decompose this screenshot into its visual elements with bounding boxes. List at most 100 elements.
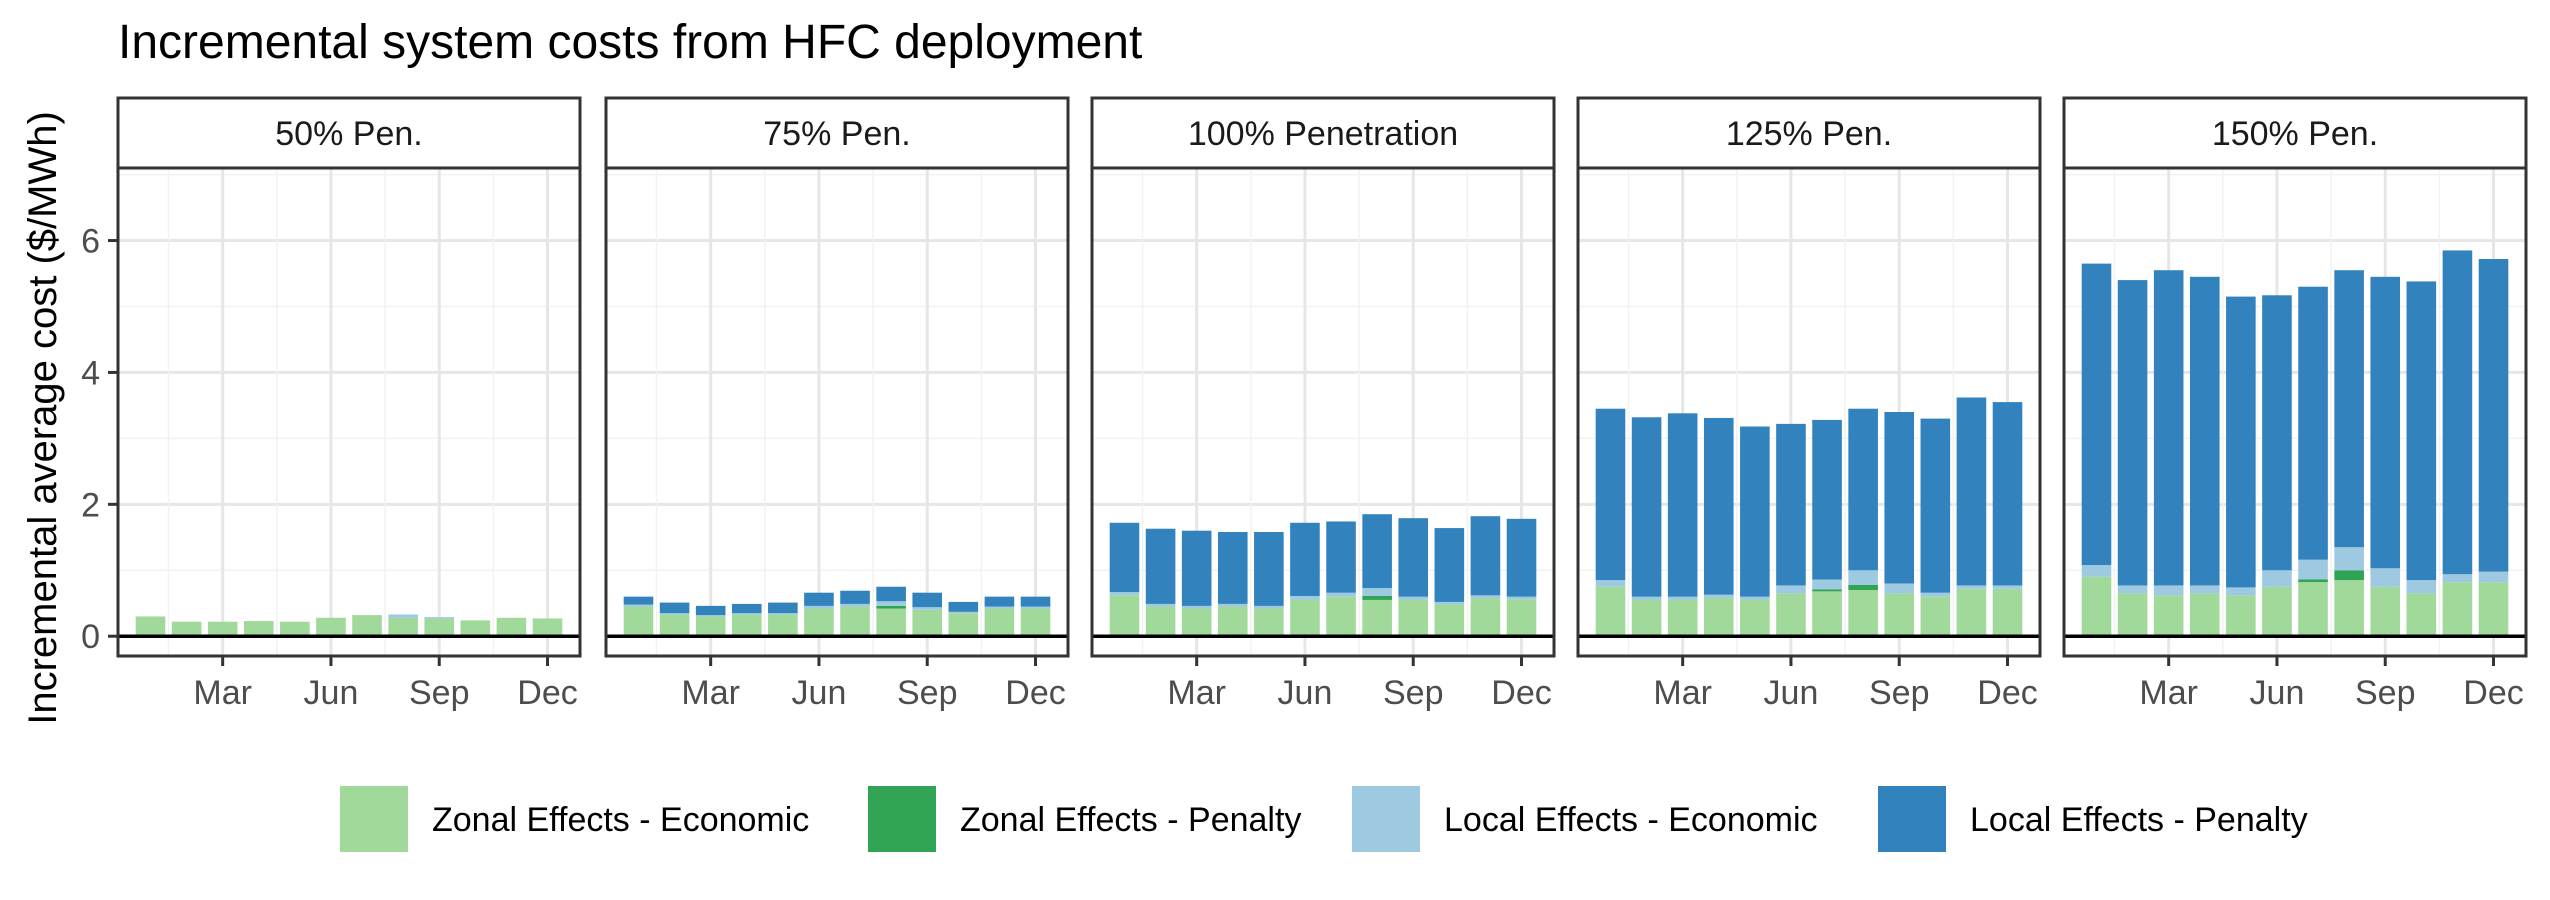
bar-segment-zonal-penalty bbox=[1812, 589, 1842, 592]
bar-segment-zonal-economic bbox=[1812, 591, 1842, 637]
bar-segment-local-penalty bbox=[2262, 295, 2292, 571]
x-tick-label: Sep bbox=[2355, 674, 2416, 712]
bar-segment-local-economic bbox=[1667, 596, 1698, 600]
bar-segment-zonal-economic bbox=[243, 621, 274, 637]
bar-segment-local-penalty bbox=[1470, 516, 1501, 596]
facet-strip bbox=[116, 96, 582, 170]
legend-label-local-economic: Local Effects - Economic bbox=[1444, 801, 1818, 839]
bar-segment-local-penalty bbox=[2370, 276, 2401, 569]
bar-segment-zonal-penalty bbox=[2298, 579, 2328, 583]
bar-segment-zonal-economic bbox=[876, 608, 906, 637]
bar-segment-zonal-economic bbox=[1884, 593, 1915, 637]
bar-segment-local-penalty bbox=[2153, 270, 2184, 586]
bar-segment-local-penalty bbox=[1776, 423, 1806, 586]
bar-segment-local-economic bbox=[2370, 568, 2401, 587]
bar-segment-zonal-economic bbox=[948, 613, 979, 637]
panel-border bbox=[1090, 166, 1556, 658]
bar-segment-local-penalty bbox=[1109, 522, 1140, 593]
bar-segment-local-penalty bbox=[984, 596, 1015, 607]
bar-segment-zonal-economic bbox=[2478, 582, 2509, 637]
bar-segment-zonal-economic bbox=[1848, 590, 1878, 637]
bar-segment-local-penalty bbox=[1362, 514, 1392, 589]
bar-segment-local-economic bbox=[804, 605, 834, 609]
bar-segment-zonal-economic bbox=[768, 614, 798, 637]
bar-segment-local-economic bbox=[948, 611, 979, 614]
x-tick-label: Jun bbox=[2250, 674, 2305, 712]
bar-segment-local-economic bbox=[2189, 585, 2220, 594]
facet-panel-5: 150% Pen. Mar Jun Sep Dec bbox=[2062, 96, 2528, 712]
facet-strip-label: 75% Pen. bbox=[763, 115, 910, 153]
bar-segment-zonal-economic bbox=[2406, 593, 2437, 637]
bar-segment-zonal-economic bbox=[1470, 597, 1501, 637]
panel-border bbox=[604, 166, 1070, 658]
facet-strip bbox=[2062, 96, 2528, 170]
bar-segment-local-economic bbox=[1217, 603, 1248, 607]
bar-segment-zonal-economic bbox=[731, 614, 762, 637]
bar-segment-local-penalty bbox=[1740, 426, 1770, 597]
bar-segment-local-economic bbox=[1254, 605, 1284, 609]
bar-segment-local-economic bbox=[1290, 595, 1320, 600]
x-tick-label: Mar bbox=[2139, 674, 2198, 712]
bar-segment-zonal-economic bbox=[695, 616, 726, 637]
bar-segment-zonal-economic bbox=[2153, 595, 2184, 637]
bar-segment-local-economic bbox=[1181, 605, 1212, 609]
bar-segment-local-penalty bbox=[1956, 397, 1987, 586]
chart-title: Incremental system costs from HFC deploy… bbox=[118, 16, 1142, 69]
facet-panel-2: 75% Pen. Mar Jun Sep Dec bbox=[604, 96, 1070, 712]
bar-segment-local-penalty bbox=[1506, 518, 1537, 597]
facet-strip bbox=[1090, 96, 1556, 170]
y-axis-label: Incremental average cost ($/MWh) bbox=[21, 111, 65, 725]
bar-segment-zonal-economic bbox=[280, 621, 310, 637]
x-tick-label: Sep bbox=[1383, 674, 1444, 712]
bar-segment-local-economic bbox=[984, 606, 1015, 609]
bar-segment-local-economic bbox=[1992, 585, 2023, 589]
facet-panel-3: 100% Penetration Mar Jun Sep Dec bbox=[1090, 96, 1556, 712]
bar-segment-zonal-economic bbox=[388, 617, 418, 637]
x-tick-label: Mar bbox=[1167, 674, 1226, 712]
bar-segment-zonal-economic bbox=[2081, 576, 2112, 637]
bar-segment-local-economic bbox=[1884, 583, 1915, 594]
bar-segment-local-economic bbox=[2442, 574, 2473, 583]
bar-segment-local-economic bbox=[1812, 579, 1842, 590]
bar-segment-local-penalty bbox=[1595, 408, 1626, 581]
bar-segment-local-economic bbox=[840, 603, 870, 607]
bar-segment-local-economic bbox=[2298, 559, 2328, 580]
bar-segment-local-penalty bbox=[1290, 522, 1320, 596]
bar-segment-zonal-economic bbox=[460, 620, 491, 637]
legend-swatch-zonal-penalty bbox=[868, 786, 936, 852]
x-tick-label: Sep bbox=[897, 674, 958, 712]
bar-segment-local-penalty bbox=[1398, 518, 1429, 597]
bar-segment-zonal-economic bbox=[1631, 599, 1662, 637]
bar-segment-local-economic bbox=[1362, 588, 1392, 596]
bar-segment-local-penalty bbox=[1667, 413, 1698, 597]
bar-segment-zonal-economic bbox=[532, 618, 563, 637]
bar-segment-local-economic bbox=[1109, 592, 1140, 596]
bar-segment-local-penalty bbox=[1020, 596, 1051, 607]
bar-segment-local-penalty bbox=[1326, 521, 1356, 593]
x-tick-label: Mar bbox=[1653, 674, 1712, 712]
bar-segment-zonal-economic bbox=[1992, 588, 2023, 637]
bar-segment-local-penalty bbox=[731, 603, 762, 614]
bar-segment-zonal-economic bbox=[2298, 582, 2328, 637]
bar-segment-zonal-economic bbox=[2226, 595, 2256, 637]
bar-segment-zonal-economic bbox=[912, 609, 943, 637]
panel-border bbox=[1576, 166, 2042, 658]
bar-segment-zonal-economic bbox=[1020, 608, 1051, 637]
facet-strip bbox=[1576, 96, 2042, 170]
bar-segment-local-penalty bbox=[1145, 528, 1176, 604]
plot-background bbox=[606, 168, 1068, 656]
legend-swatch-zonal-economic bbox=[340, 786, 408, 852]
bar-segment-local-penalty bbox=[2442, 250, 2473, 575]
bar-segment-local-economic bbox=[2117, 585, 2148, 594]
panel-border bbox=[116, 166, 582, 658]
bar-segment-local-economic bbox=[1020, 606, 1051, 609]
bar-segment-zonal-penalty bbox=[1362, 595, 1392, 600]
bar-segment-zonal-economic bbox=[2262, 586, 2292, 637]
legend-label-zonal-penalty: Zonal Effects - Penalty bbox=[960, 801, 1301, 839]
bar-segment-zonal-economic bbox=[1254, 608, 1284, 637]
x-tick-label: Sep bbox=[1869, 674, 1930, 712]
bar-segment-local-penalty bbox=[1992, 402, 2023, 586]
bar-segment-local-economic bbox=[1326, 592, 1356, 597]
legend-item-zonal-penalty: Zonal Effects - Penalty bbox=[868, 786, 1301, 852]
bar-segment-local-penalty bbox=[804, 592, 834, 606]
